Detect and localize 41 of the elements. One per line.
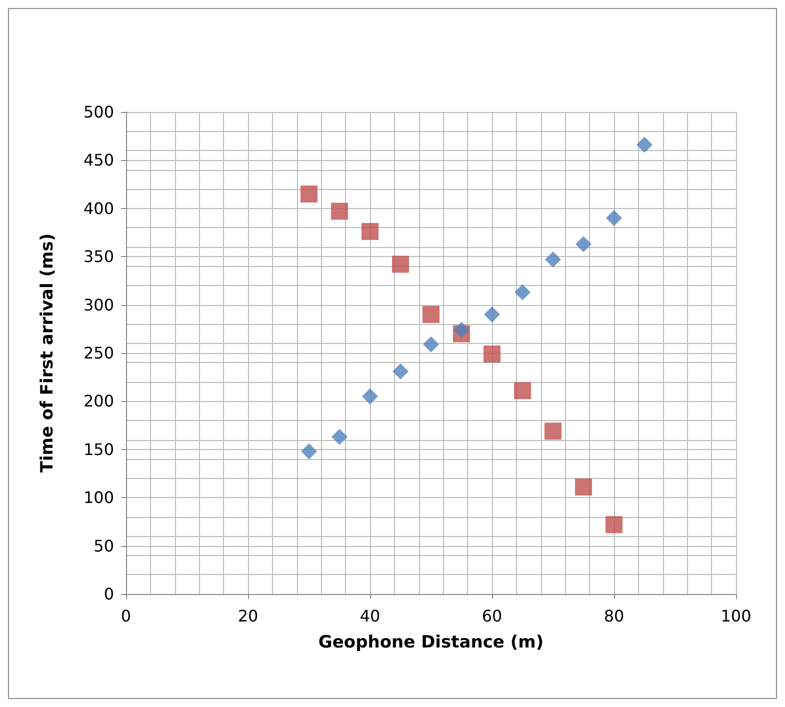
point <box>301 443 317 460</box>
point <box>575 478 592 496</box>
x-axis-title: Geophone Distance (m) <box>318 632 544 652</box>
y-tick-label: 500 <box>83 102 114 122</box>
y-tick-label: 350 <box>83 247 114 266</box>
point <box>454 322 470 338</box>
point <box>423 336 439 352</box>
point <box>484 345 500 362</box>
y-tick-label: 200 <box>83 392 114 411</box>
point <box>362 223 378 240</box>
point <box>392 363 408 380</box>
y-tick-label: 50 <box>94 536 114 556</box>
y-tick-label: 100 <box>83 488 114 508</box>
x-tick-label: 40 <box>360 606 380 626</box>
point <box>514 284 530 300</box>
y-tick-label: 300 <box>83 295 114 314</box>
point <box>392 256 409 273</box>
y-tick-label: 400 <box>83 198 114 218</box>
point <box>332 428 348 445</box>
x-tick-label: 0 <box>120 606 132 626</box>
point <box>544 422 562 440</box>
point <box>484 306 500 322</box>
y-tick-label: 250 <box>83 344 114 362</box>
y-tick-label: 0 <box>104 584 114 604</box>
y-axis-title: Time of First arrival (ms) <box>38 233 58 473</box>
point <box>422 306 440 323</box>
point <box>606 516 622 534</box>
x-tick-label: 60 <box>482 606 502 626</box>
point <box>300 185 318 202</box>
point <box>636 136 652 153</box>
point <box>606 210 622 226</box>
point <box>362 388 378 404</box>
x-tick-label: 20 <box>238 606 258 626</box>
x-tick-label: 100 <box>720 606 752 626</box>
point <box>514 382 531 400</box>
point <box>331 202 348 220</box>
point <box>545 251 561 268</box>
y-tick-label: 150 <box>83 440 114 459</box>
y-tick-label: 450 <box>83 150 114 170</box>
x-tick-label: 80 <box>604 606 624 626</box>
point <box>576 236 592 252</box>
